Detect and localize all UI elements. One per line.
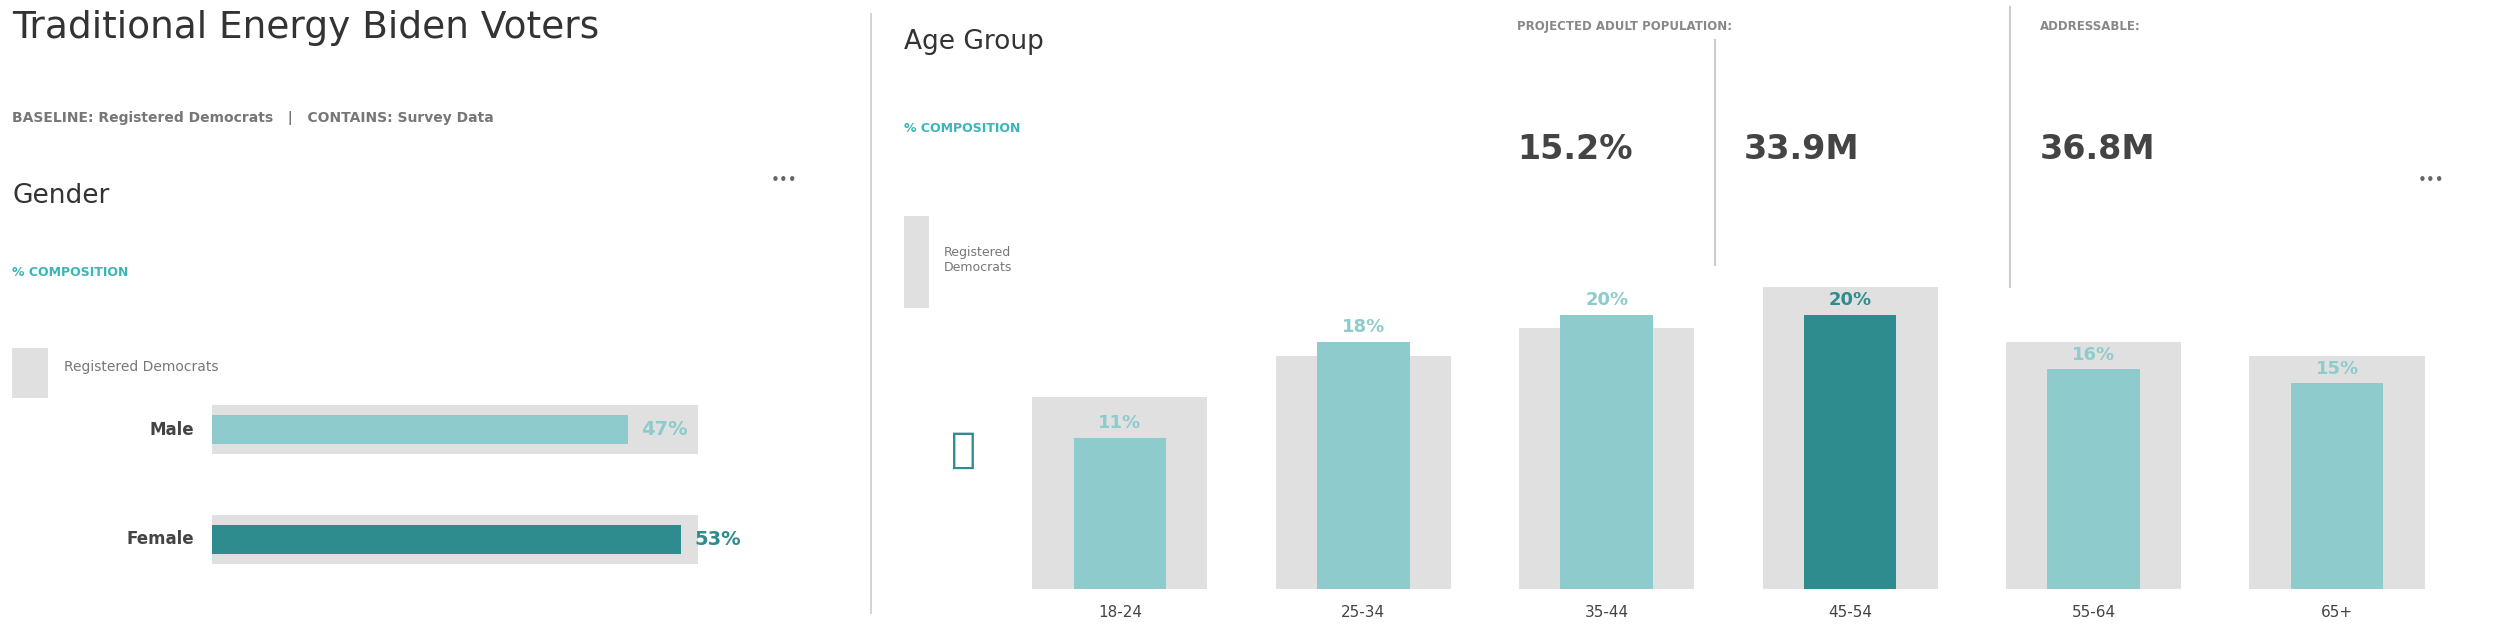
Text: 55-64: 55-64 (2072, 605, 2117, 620)
Text: 20%: 20% (1830, 291, 1872, 309)
Bar (212, 515, 699, 564)
Bar (1805, 314, 1897, 589)
Text: 65+: 65+ (2321, 605, 2354, 620)
Text: 16%: 16% (2072, 346, 2114, 364)
Bar (2047, 369, 2139, 589)
Text: Registered Democrats: Registered Democrats (65, 360, 220, 374)
Text: 35-44: 35-44 (1585, 605, 1630, 620)
Text: PROJECTED ADULT POPULATION:: PROJECTED ADULT POPULATION: (1518, 20, 1732, 33)
Bar (212, 415, 626, 444)
Text: Traditional Energy Biden Voters: Traditional Energy Biden Voters (12, 10, 599, 45)
Text: Registered
Democrats: Registered Democrats (943, 246, 1011, 274)
Bar (212, 405, 699, 454)
Text: Gender: Gender (12, 182, 110, 209)
Text: 33.9M: 33.9M (1745, 133, 1860, 166)
Text: 18-24: 18-24 (1098, 605, 1141, 620)
Text: 18%: 18% (1343, 319, 1385, 337)
Bar (1033, 397, 1208, 589)
Bar (1318, 342, 1410, 589)
Text: 20%: 20% (1585, 291, 1627, 309)
Text: Male: Male (150, 420, 195, 438)
Bar (2007, 342, 2182, 589)
Bar (904, 216, 929, 308)
Text: 25-34: 25-34 (1340, 605, 1385, 620)
Text: 53%: 53% (694, 530, 741, 549)
Text: 11%: 11% (1098, 415, 1141, 433)
Text: 45-54: 45-54 (1827, 605, 1872, 620)
Text: % COMPOSITION: % COMPOSITION (904, 122, 1021, 136)
Text: 47%: 47% (641, 420, 686, 439)
Text: 15%: 15% (2316, 360, 2359, 378)
Bar (1520, 328, 1695, 589)
Bar (12, 348, 47, 398)
Text: % COMPOSITION: % COMPOSITION (12, 266, 130, 279)
Bar (2249, 356, 2424, 589)
Text: BASELINE: Registered Democrats   |   CONTAINS: Survey Data: BASELINE: Registered Democrats | CONTAIN… (12, 111, 494, 125)
Text: 15.2%: 15.2% (1518, 133, 1632, 166)
Bar (1073, 438, 1166, 589)
Text: •••: ••• (771, 173, 796, 188)
Bar (2291, 383, 2384, 589)
Text: Age Group: Age Group (904, 29, 1043, 55)
Text: •••: ••• (2419, 173, 2444, 188)
Bar (1275, 356, 1450, 589)
Bar (1560, 314, 1652, 589)
Bar (1762, 287, 1937, 589)
Text: 36.8M: 36.8M (2039, 133, 2157, 166)
Text: Female: Female (127, 531, 195, 548)
Bar (212, 525, 681, 554)
Text: 🎂: 🎂 (951, 429, 976, 471)
Text: ADDRESSABLE:: ADDRESSABLE: (2039, 20, 2142, 33)
